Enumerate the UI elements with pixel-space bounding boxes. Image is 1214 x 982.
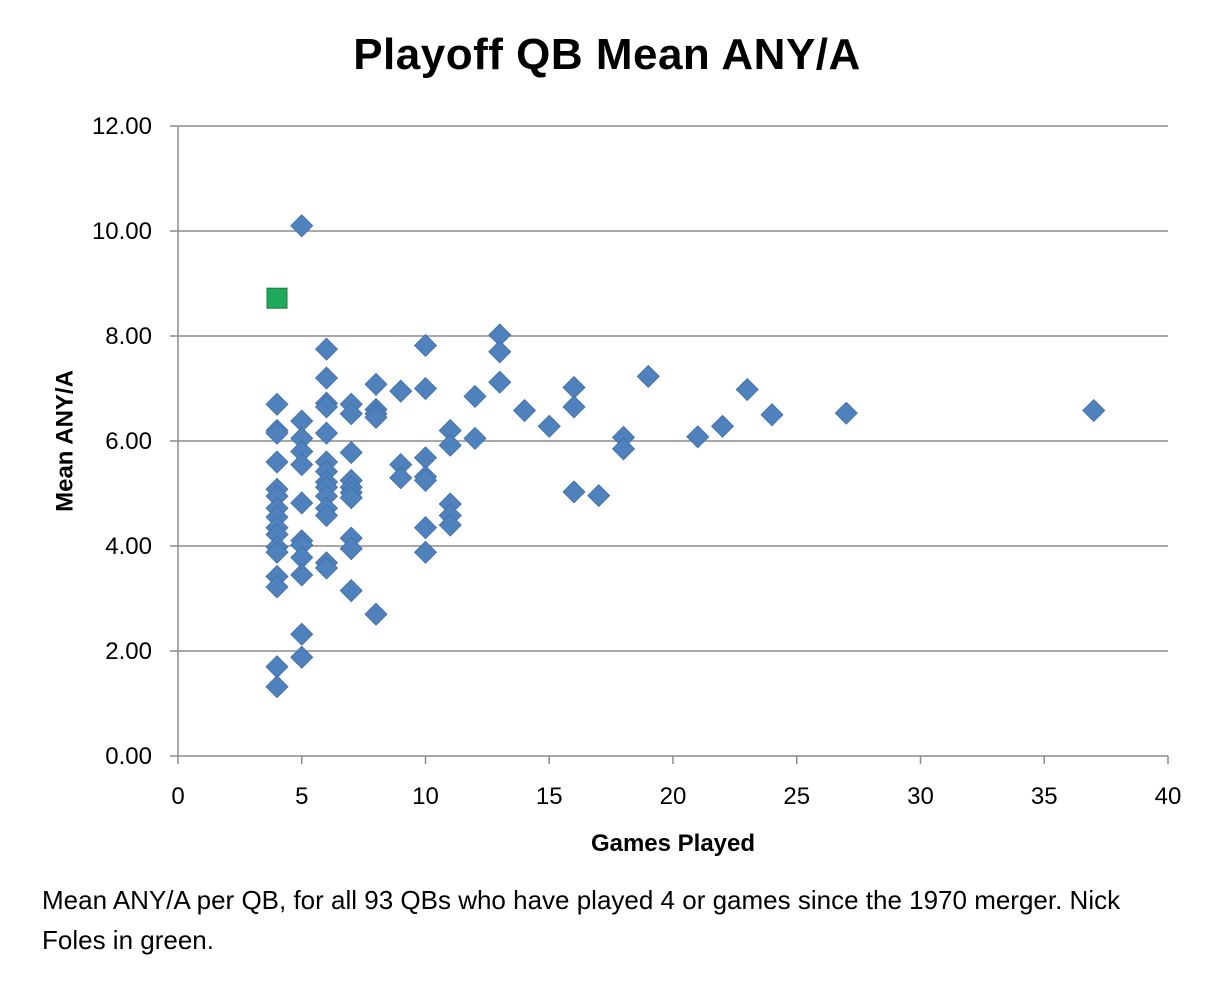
data-point bbox=[562, 375, 586, 400]
y-tick-label: 4.00 bbox=[105, 533, 152, 560]
chart-title: Playoff QB Mean ANY/A bbox=[353, 30, 861, 79]
data-point bbox=[537, 414, 561, 438]
data-point bbox=[834, 401, 858, 425]
gridlines bbox=[170, 125, 1168, 757]
y-tick-label: 10.00 bbox=[92, 218, 152, 245]
data-point bbox=[413, 333, 438, 358]
data-point bbox=[636, 364, 660, 388]
x-tick-label: 15 bbox=[536, 783, 563, 810]
data-point bbox=[339, 440, 363, 465]
data-point bbox=[562, 395, 586, 419]
axes bbox=[177, 126, 1169, 764]
data-point bbox=[290, 214, 314, 238]
data-point bbox=[339, 579, 363, 603]
data-point bbox=[389, 379, 413, 403]
data-point bbox=[364, 372, 388, 396]
data-point bbox=[463, 426, 487, 450]
data-point bbox=[265, 575, 289, 599]
data-point bbox=[562, 480, 586, 504]
data-point-highlight bbox=[266, 287, 288, 309]
data-point bbox=[512, 398, 537, 423]
data-point bbox=[314, 421, 339, 445]
data-point bbox=[686, 425, 710, 449]
y-tick-label: 2.00 bbox=[105, 638, 152, 665]
data-point bbox=[463, 384, 487, 408]
data-point bbox=[389, 466, 413, 490]
data-point bbox=[339, 537, 363, 561]
x-tick-label: 35 bbox=[1031, 783, 1058, 810]
data-point bbox=[339, 402, 363, 426]
x-tick-label: 10 bbox=[412, 783, 439, 810]
y-tick-label: 12.00 bbox=[92, 113, 152, 140]
data-points bbox=[265, 214, 1106, 699]
data-point bbox=[760, 403, 784, 427]
data-point bbox=[265, 450, 289, 474]
y-tick-labels: 0.00 2.00 4.00 6.00 8.00 10.00 12.00 bbox=[92, 113, 152, 770]
data-point bbox=[290, 622, 314, 646]
data-point bbox=[290, 453, 314, 477]
data-point bbox=[314, 366, 339, 390]
x-tick-labels: 0 5 10 15 20 25 30 35 40 bbox=[171, 783, 1181, 810]
x-tick-label: 20 bbox=[660, 783, 687, 810]
data-point bbox=[488, 370, 512, 394]
y-tick-label: 8.00 bbox=[105, 323, 152, 350]
y-tick-label: 0.00 bbox=[105, 743, 152, 770]
data-point bbox=[413, 468, 438, 492]
data-point bbox=[290, 491, 314, 515]
data-point bbox=[364, 405, 388, 429]
data-point bbox=[413, 540, 438, 564]
x-tick-label: 40 bbox=[1155, 783, 1182, 810]
data-point bbox=[611, 437, 636, 461]
data-point bbox=[265, 392, 289, 416]
data-point bbox=[314, 556, 339, 580]
data-point bbox=[339, 486, 363, 510]
data-point bbox=[265, 421, 289, 445]
x-tick-label: 0 bbox=[171, 783, 184, 810]
data-point bbox=[265, 655, 289, 679]
data-point bbox=[438, 513, 462, 537]
x-tick-label: 30 bbox=[907, 783, 934, 810]
data-point bbox=[314, 395, 339, 419]
data-point bbox=[290, 645, 314, 669]
data-point bbox=[587, 484, 611, 508]
data-point bbox=[488, 340, 512, 364]
data-point bbox=[413, 516, 438, 540]
data-point bbox=[710, 414, 735, 438]
figure-caption: Mean ANY/A per QB, for all 93 QBs who ha… bbox=[42, 885, 1121, 955]
data-point bbox=[265, 540, 289, 564]
data-point bbox=[735, 377, 759, 402]
x-tick-label: 25 bbox=[783, 783, 810, 810]
y-tick-label: 6.00 bbox=[105, 428, 152, 455]
data-point bbox=[290, 563, 314, 587]
data-point bbox=[314, 503, 339, 528]
y-axis-title: Mean ANY/A bbox=[51, 370, 78, 512]
x-tick-label: 5 bbox=[295, 783, 308, 810]
data-point bbox=[314, 337, 339, 361]
data-point bbox=[364, 602, 388, 626]
data-point bbox=[438, 433, 462, 457]
data-point bbox=[1082, 398, 1106, 423]
data-point bbox=[413, 376, 438, 401]
x-axis-title: Games Played bbox=[591, 830, 755, 857]
data-point bbox=[265, 675, 289, 699]
